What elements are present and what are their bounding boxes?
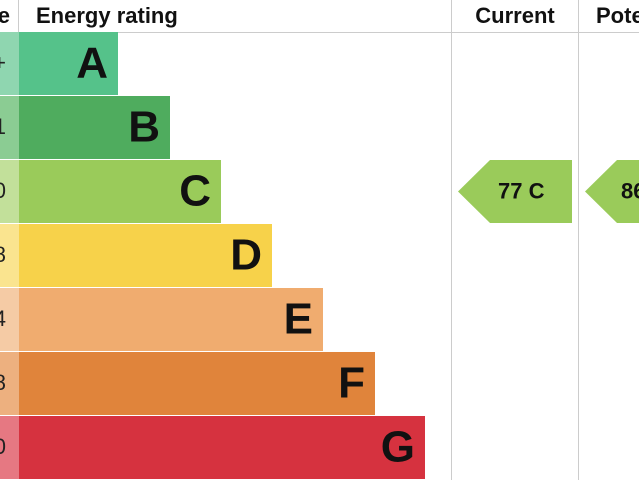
potential-label: 86 B bbox=[621, 178, 639, 203]
rating-letter: A bbox=[76, 39, 108, 88]
score-header: Score bbox=[0, 3, 10, 28]
rating-letter: C bbox=[179, 167, 211, 216]
rating-bar bbox=[19, 288, 323, 351]
score-range: 81-91 bbox=[0, 114, 6, 139]
score-range: 21-38 bbox=[0, 370, 6, 395]
rating-header: Energy rating bbox=[36, 3, 178, 28]
current-header: Current bbox=[475, 3, 555, 28]
rating-bar bbox=[19, 160, 221, 223]
score-cell bbox=[0, 96, 19, 159]
rating-bar bbox=[19, 96, 170, 159]
potential-arrow bbox=[585, 160, 639, 223]
rating-bar bbox=[19, 224, 272, 287]
score-cell bbox=[0, 32, 19, 95]
current-arrow bbox=[458, 160, 572, 223]
rating-letter: E bbox=[284, 295, 313, 344]
score-cell bbox=[0, 416, 19, 479]
rating-bar bbox=[19, 32, 118, 95]
score-range: 92+ bbox=[0, 50, 6, 75]
rating-letter: G bbox=[381, 423, 415, 472]
score-cell bbox=[0, 352, 19, 415]
score-range: 55-68 bbox=[0, 242, 6, 267]
rating-letter: B bbox=[128, 103, 160, 152]
score-cell bbox=[0, 288, 19, 351]
score-cell bbox=[0, 160, 19, 223]
current-label: 77 C bbox=[498, 178, 545, 203]
rating-letter: D bbox=[230, 231, 262, 280]
score-cell bbox=[0, 224, 19, 287]
rating-bar bbox=[19, 352, 375, 415]
score-range: 69-80 bbox=[0, 178, 6, 203]
score-range: 39-54 bbox=[0, 306, 6, 331]
rating-letter: F bbox=[338, 359, 365, 408]
rating-bar bbox=[19, 416, 425, 479]
score-range: 1-20 bbox=[0, 434, 6, 459]
potential-header: Potential bbox=[596, 3, 639, 28]
